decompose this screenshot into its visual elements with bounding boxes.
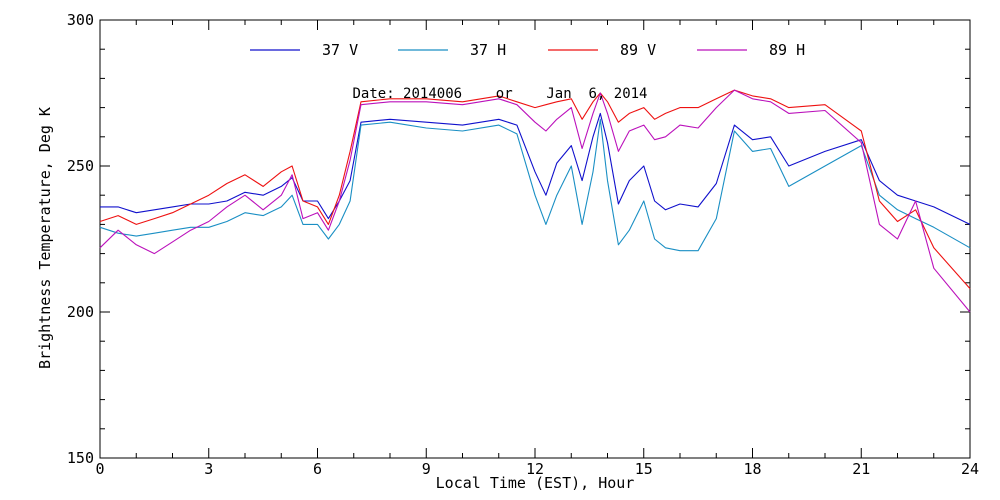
x-tick-label: 21: [852, 460, 870, 478]
x-tick-label: 3: [204, 460, 213, 478]
y-axis-label: Brightness Temperature, Deg K: [36, 107, 54, 369]
x-tick-label: 0: [95, 460, 104, 478]
legend: 37 V 37 H 89 V 89 H: [250, 41, 805, 59]
legend-label-37-v: 37 V: [322, 41, 358, 59]
series-line-89-h: [99, 89, 971, 313]
legend-label-89-v: 89 V: [620, 41, 656, 59]
legend-label-89-h: 89 H: [769, 41, 805, 59]
series-line-37-h: [99, 118, 971, 252]
y-tick-label: 150: [67, 449, 94, 467]
x-tick-label: 6: [313, 460, 322, 478]
series-line-89-v: [99, 89, 971, 289]
y-tick-label: 200: [67, 303, 94, 321]
y-tick-label: 300: [67, 11, 94, 29]
series-layer: [99, 89, 971, 313]
axis-ticks: 0 3 6 9 12 15 18 21 24 150 200 250 300: [67, 11, 979, 478]
chart-title: Date: 2014006 or Jan 6, 2014: [352, 86, 647, 102]
legend-label-37-h: 37 H: [470, 41, 506, 59]
x-tick-label: 9: [422, 460, 431, 478]
x-tick-label: 18: [743, 460, 761, 478]
x-tick-label: 24: [961, 460, 979, 478]
x-tick-label: 15: [635, 460, 653, 478]
x-tick-label: 12: [526, 460, 544, 478]
y-tick-label: 250: [67, 157, 94, 175]
series-line-37-v: [100, 112, 971, 225]
x-axis-label: Local Time (EST), Hour: [436, 474, 635, 492]
